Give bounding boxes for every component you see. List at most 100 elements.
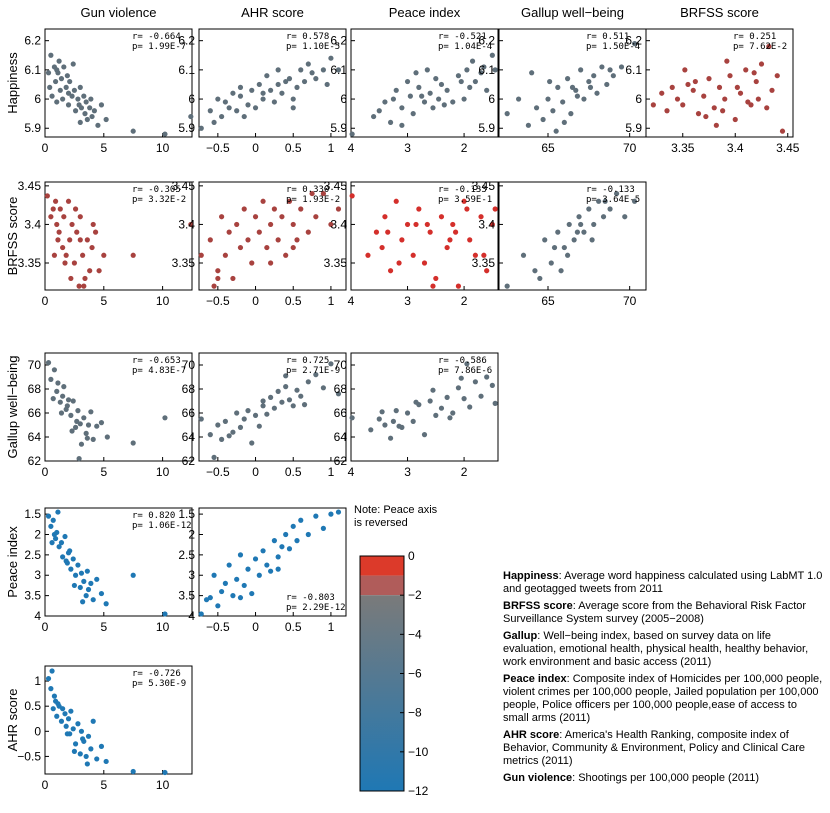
data-point — [62, 711, 68, 717]
r-value-happiness-vs-gun: r= -0.664 — [132, 32, 181, 42]
data-point — [481, 252, 487, 258]
data-point — [55, 509, 61, 515]
data-point — [716, 84, 723, 90]
data-point — [596, 198, 602, 204]
data-point — [72, 108, 79, 114]
data-point — [48, 52, 54, 58]
data-point — [581, 96, 587, 102]
data-point — [72, 741, 79, 747]
x-tick-label: 10 — [156, 465, 170, 479]
data-point — [68, 275, 74, 282]
data-point — [301, 78, 308, 85]
y-tick-label: 3.35 — [172, 256, 196, 270]
y-tick-label: 6.2 — [24, 34, 41, 48]
data-point — [83, 753, 89, 760]
data-point — [489, 52, 495, 58]
data-point — [433, 76, 439, 82]
y-tick-label: 2 — [188, 527, 195, 541]
data-point — [51, 693, 58, 699]
x-tick-label: 3 — [404, 294, 411, 308]
r-value-happiness-vs-peace: r= -0.521 — [438, 32, 487, 42]
y-tick-label: 6 — [34, 92, 41, 106]
y-tick-label: 6.1 — [625, 63, 642, 77]
data-point — [54, 713, 60, 719]
data-point — [98, 102, 105, 108]
data-point — [464, 361, 470, 367]
data-point — [268, 87, 274, 93]
data-point — [753, 78, 759, 85]
y-tick-label: 2.5 — [24, 548, 41, 562]
data-point — [58, 540, 65, 546]
data-point — [520, 252, 527, 258]
data-point — [410, 111, 416, 117]
data-point — [436, 96, 442, 102]
data-point — [283, 373, 289, 379]
data-point — [77, 237, 83, 243]
data-point — [188, 221, 194, 228]
data-point — [198, 611, 204, 617]
data-point — [469, 58, 476, 64]
data-point — [438, 214, 445, 220]
y-tick-label: 6 — [635, 92, 642, 106]
data-point — [379, 409, 385, 415]
data-point — [478, 214, 484, 220]
data-point — [450, 221, 456, 228]
data-point — [260, 403, 266, 409]
data-point — [60, 706, 66, 712]
data-point — [328, 221, 334, 228]
data-point — [467, 404, 473, 410]
data-point — [568, 111, 574, 117]
x-tick-label: −0.5 — [206, 294, 230, 308]
data-point — [222, 252, 228, 258]
row-label-brfss: BRFSS score — [5, 197, 20, 276]
x-tick-label: 0 — [252, 141, 259, 155]
y-tick-label: 6.2 — [330, 34, 347, 48]
data-point — [461, 198, 467, 204]
data-point — [49, 540, 55, 546]
data-point — [290, 244, 296, 251]
data-point — [427, 229, 433, 235]
data-point — [55, 701, 61, 707]
data-point — [75, 721, 81, 727]
data-point — [371, 113, 377, 120]
row-label-happiness: Happiness — [5, 52, 20, 114]
data-point — [396, 260, 402, 266]
data-point — [56, 544, 62, 550]
p-value-happiness-vs-brfss: p= 7.62E-2 — [733, 42, 787, 52]
r-value-gallup-vs-ahr: r= 0.725 — [286, 356, 329, 366]
legend-term: Happiness — [503, 570, 559, 582]
y-tick-label: 62 — [182, 454, 196, 468]
data-point — [237, 84, 244, 90]
data-point — [574, 229, 581, 235]
data-point — [62, 260, 68, 266]
data-point — [504, 111, 510, 117]
x-tick-label: 4 — [348, 294, 355, 308]
data-point — [45, 675, 52, 682]
data-point — [565, 76, 571, 82]
data-point — [237, 93, 244, 99]
data-point — [450, 99, 456, 105]
data-point — [237, 552, 244, 558]
data-point — [72, 424, 79, 430]
y-tick-label: 6 — [188, 92, 195, 106]
legend-entry: BRFSS score: Average score from the Beha… — [503, 600, 823, 626]
data-point — [226, 229, 232, 235]
p-value-happiness-vs-gun: p= 1.99E-7 — [132, 42, 186, 52]
data-point — [335, 391, 342, 397]
data-point — [162, 769, 168, 776]
y-tick-label: 3.5 — [178, 589, 195, 603]
column-title-peace: Peace index — [389, 5, 461, 20]
data-point — [328, 55, 334, 61]
data-point — [547, 78, 553, 85]
r-value-brfss-vs-gun: r= -0.305 — [132, 185, 181, 195]
data-point — [335, 509, 342, 515]
data-point — [631, 40, 638, 47]
x-tick-label: 3 — [404, 465, 411, 479]
data-point — [67, 78, 73, 85]
data-point — [461, 96, 467, 102]
data-point — [264, 73, 270, 79]
data-point — [484, 268, 490, 274]
data-point — [63, 84, 69, 90]
data-point — [275, 554, 281, 560]
data-point — [219, 436, 225, 442]
